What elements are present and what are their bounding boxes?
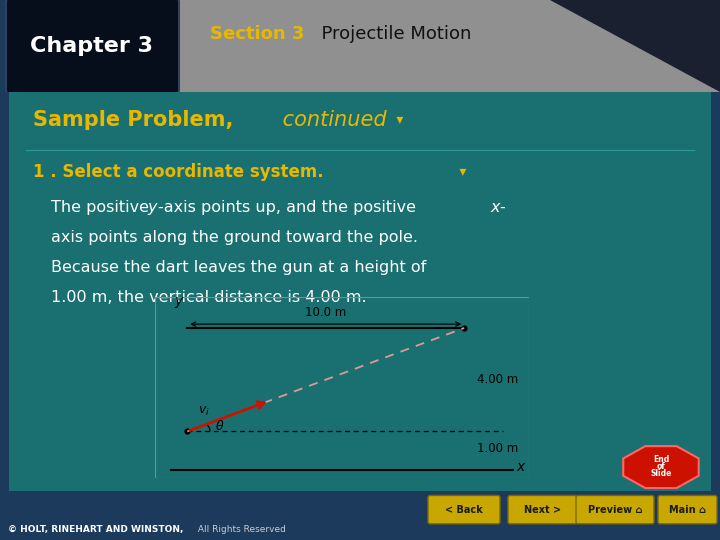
FancyBboxPatch shape bbox=[428, 496, 500, 524]
Text: Because the dart leaves the gun at a height of: Because the dart leaves the gun at a hei… bbox=[51, 260, 426, 275]
FancyBboxPatch shape bbox=[508, 496, 577, 524]
Bar bbox=[155, 297, 529, 478]
Text: Section 3: Section 3 bbox=[210, 25, 305, 43]
Text: Chapter 3: Chapter 3 bbox=[30, 36, 153, 56]
Text: End: End bbox=[653, 455, 669, 464]
Text: y: y bbox=[174, 294, 183, 308]
Text: Main ⌂: Main ⌂ bbox=[669, 504, 706, 515]
FancyBboxPatch shape bbox=[6, 0, 179, 94]
Text: $\theta$: $\theta$ bbox=[215, 419, 225, 433]
Text: 10.0 m: 10.0 m bbox=[305, 306, 346, 319]
FancyBboxPatch shape bbox=[658, 496, 717, 524]
Text: -: - bbox=[499, 200, 505, 215]
Text: Sample Problem,: Sample Problem, bbox=[33, 110, 233, 130]
Text: ▾: ▾ bbox=[392, 113, 403, 127]
FancyBboxPatch shape bbox=[1, 88, 719, 495]
Text: -axis points up, and the positive: -axis points up, and the positive bbox=[158, 200, 421, 215]
Text: < Back: < Back bbox=[445, 504, 483, 515]
Text: Slide: Slide bbox=[650, 469, 672, 478]
Text: The positive: The positive bbox=[51, 200, 154, 215]
Text: Projectile Motion: Projectile Motion bbox=[310, 25, 472, 43]
Text: x: x bbox=[516, 461, 524, 475]
Text: 1.00 m: 1.00 m bbox=[477, 442, 518, 455]
Text: x: x bbox=[490, 200, 500, 215]
FancyBboxPatch shape bbox=[576, 496, 654, 524]
Text: of: of bbox=[657, 462, 665, 471]
Text: continued: continued bbox=[276, 110, 387, 130]
Bar bbox=[175, 0, 720, 92]
Text: Preview ⌂: Preview ⌂ bbox=[588, 504, 642, 515]
Text: ▾: ▾ bbox=[455, 165, 467, 179]
Text: All Rights Reserved: All Rights Reserved bbox=[195, 525, 286, 535]
Text: 1.00 m, the vertical distance is 4.00 m.: 1.00 m, the vertical distance is 4.00 m. bbox=[51, 290, 366, 305]
Text: $v_i$: $v_i$ bbox=[198, 405, 210, 418]
Text: © HOLT, RINEHART AND WINSTON,: © HOLT, RINEHART AND WINSTON, bbox=[8, 525, 184, 535]
Polygon shape bbox=[550, 0, 720, 92]
Text: Next >: Next > bbox=[524, 504, 561, 515]
Text: 4.00 m: 4.00 m bbox=[477, 373, 518, 386]
Text: y: y bbox=[148, 200, 157, 215]
Text: axis points along the ground toward the pole.: axis points along the ground toward the … bbox=[51, 230, 418, 245]
Text: 1 . Select a coordinate system.: 1 . Select a coordinate system. bbox=[33, 163, 324, 181]
